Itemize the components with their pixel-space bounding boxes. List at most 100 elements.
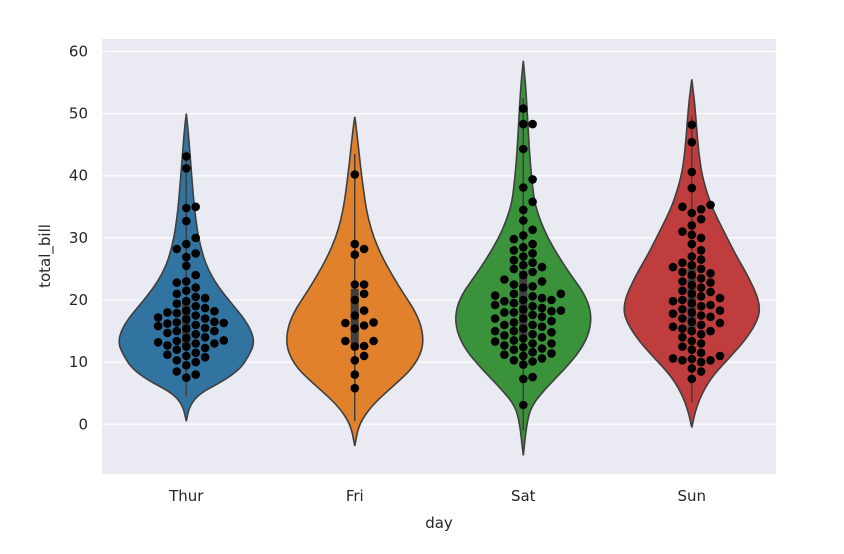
swarm-point: [519, 314, 528, 323]
swarm-point: [359, 280, 369, 289]
swarm-point: [537, 312, 547, 322]
swarm-point: [547, 316, 556, 326]
swarm-point: [153, 313, 163, 322]
swarm-point: [715, 351, 725, 361]
swarm-point: [687, 317, 697, 327]
swarm-point: [706, 287, 715, 297]
swarm-point: [509, 289, 519, 299]
swarm-point: [696, 283, 706, 292]
swarm-point: [547, 349, 556, 358]
swarm-point: [687, 308, 697, 317]
swarm-point: [528, 292, 537, 301]
swarm-point: [490, 291, 500, 300]
swarm-point: [687, 137, 697, 147]
swarm-point: [678, 258, 687, 268]
swarm-point: [350, 295, 360, 305]
swarm-point: [687, 289, 697, 299]
swarm-point: [687, 354, 697, 364]
swarm-point: [191, 348, 200, 358]
swarm-point: [191, 292, 200, 302]
swarm-point: [715, 306, 725, 315]
swarm-point: [163, 350, 172, 360]
swarm-point: [341, 318, 350, 328]
swarm-point: [519, 270, 528, 280]
swarm-point: [687, 252, 697, 261]
swarm-point: [678, 286, 687, 296]
swarm-point: [191, 283, 200, 292]
swarm-point: [537, 262, 547, 272]
swarm-point: [191, 249, 200, 258]
swarm-point: [182, 252, 191, 262]
swarm-point: [172, 244, 182, 254]
swarm-point: [350, 250, 360, 259]
swarm-point: [528, 282, 537, 291]
swarm-point: [687, 326, 697, 336]
swarm-point: [163, 341, 172, 350]
swarm-point: [500, 341, 509, 350]
swarm-point: [172, 318, 182, 327]
swarm-point: [696, 329, 706, 339]
swarm-point: [715, 318, 725, 328]
swarm-point: [200, 352, 210, 362]
swarm-point: [537, 303, 547, 313]
swarm-point: [182, 203, 191, 213]
swarm-point: [191, 202, 200, 212]
swarm-point: [687, 374, 697, 384]
y-tick-label: 30: [69, 229, 88, 247]
swarm-point: [350, 342, 360, 351]
swarm-point: [556, 306, 566, 315]
swarm-point: [509, 298, 519, 308]
swarm-point: [547, 295, 556, 305]
swarm-point: [687, 298, 697, 308]
x-axis-label: day: [425, 514, 453, 532]
swarm-point: [528, 258, 537, 268]
swarm-point: [191, 301, 200, 311]
swarm-point: [537, 344, 547, 353]
swarm-point: [528, 301, 537, 311]
swarm-point: [519, 295, 528, 305]
swarm-point: [359, 351, 369, 361]
swarm-point: [528, 197, 537, 207]
swarm-point: [687, 270, 697, 280]
swarm-point: [528, 225, 537, 235]
swarm-point: [359, 321, 369, 330]
swarm-point: [182, 239, 191, 249]
swarm-point: [500, 320, 509, 330]
swarm-point: [509, 308, 519, 317]
swarm-point: [191, 233, 200, 243]
swarm-point: [687, 120, 697, 130]
swarm-point: [696, 348, 706, 358]
swarm-point: [528, 347, 537, 357]
x-tick-label: Thur: [168, 487, 204, 505]
swarm-point: [210, 306, 219, 316]
swarm-point: [528, 329, 537, 339]
y-tick-labels: 0 10 20 30 40 50 60: [69, 42, 88, 433]
swarm-point: [519, 104, 528, 113]
y-axis-label: total_bill: [36, 224, 55, 288]
swarm-point: [341, 336, 350, 346]
swarm-point: [678, 342, 687, 351]
swarm-point: [519, 183, 528, 192]
swarm-point: [509, 336, 519, 345]
swarm-point: [182, 342, 191, 351]
swarm-point: [668, 262, 678, 272]
swarm-point: [219, 336, 229, 345]
swarm-point: [359, 244, 369, 254]
swarm-point: [191, 311, 200, 320]
swarm-point: [687, 336, 697, 346]
swarm-point: [678, 267, 687, 277]
swarm-point: [706, 300, 715, 310]
swarm-point: [696, 255, 706, 264]
swarm-point: [519, 342, 528, 352]
swarm-point: [696, 301, 706, 311]
swarm-point: [490, 314, 500, 323]
swarm-point: [172, 289, 182, 299]
swarm-point: [678, 277, 687, 286]
swarm-point: [537, 277, 547, 286]
swarm-point: [678, 305, 687, 314]
swarm-point: [687, 345, 697, 355]
swarm-point: [678, 202, 687, 212]
swarm-point: [172, 367, 182, 376]
swarm-point: [509, 345, 519, 355]
swarm-point: [528, 320, 537, 330]
